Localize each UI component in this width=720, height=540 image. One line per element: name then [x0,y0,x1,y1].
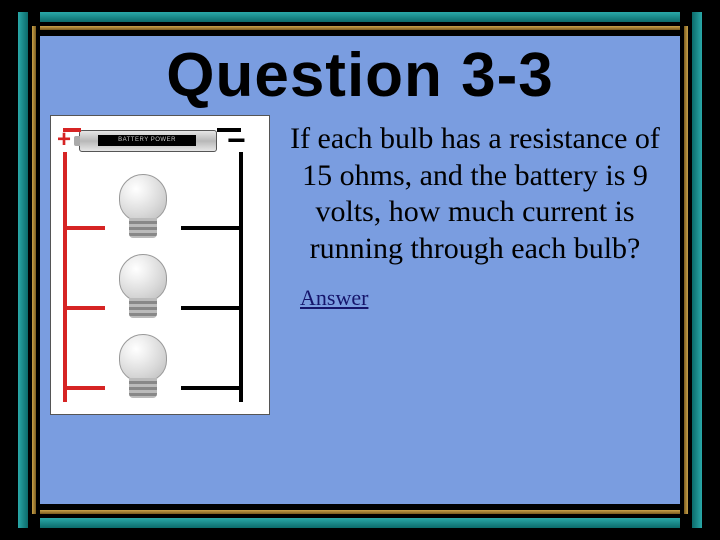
frame-border-teal-right [692,12,702,528]
bulb-glass-icon [119,254,167,302]
frame-border-teal-bottom [40,518,680,528]
bulb-base-icon [129,218,157,238]
slide-content: Question 3-3 + − [40,36,680,504]
wire-branch-3-neg [181,386,241,390]
frame-border-gold-right [684,26,688,514]
wire-branch-2-neg [181,306,241,310]
wire-branch-1-pos [65,226,105,230]
question-column: If each bulb has a resistance of 15 ohms… [284,115,670,415]
bulb-icon [109,252,179,332]
frame-border-teal-left [18,12,28,528]
frame-border-teal-top [40,12,680,22]
bulb-glass-icon [119,174,167,222]
wire-branch-2-pos [65,306,105,310]
frame-border-gold-top [40,26,680,30]
wire-negative [217,128,241,132]
bulb-icon [109,172,179,252]
bulb-base-icon [129,298,157,318]
wire-right-rail [239,152,243,402]
frame-border-gold-left [32,26,36,514]
question-text: If each bulb has a resistance of 15 ohms… [284,115,670,267]
frame-border-gold-bottom [40,510,680,514]
answer-link[interactable]: Answer [284,285,670,311]
circuit-diagram: + − [50,115,270,415]
bulb-base-icon [129,378,157,398]
wire-left-rail [63,152,67,402]
battery-icon [79,130,217,152]
slide-body: + − [40,111,680,415]
wire-branch-3-pos [65,386,105,390]
slide-frame: Question 3-3 + − [0,0,720,540]
slide-title: Question 3-3 [40,36,680,111]
wire-branch-1-neg [181,226,241,230]
wire-positive [63,128,81,132]
bulb-icon [109,332,179,412]
bulb-glass-icon [119,334,167,382]
